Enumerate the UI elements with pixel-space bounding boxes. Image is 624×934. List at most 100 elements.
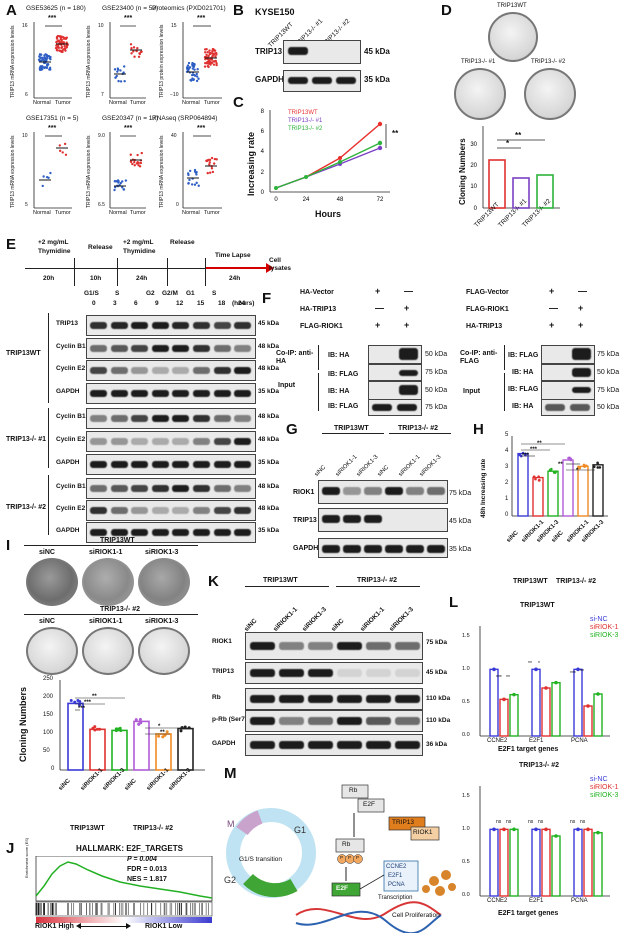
panel-label-k: K	[208, 573, 219, 590]
data-point	[113, 186, 117, 189]
data-point	[48, 66, 52, 69]
svg-text:24: 24	[303, 197, 310, 203]
k-row-label: RIOK1	[212, 638, 232, 645]
timeline-dur-2: 10h	[90, 275, 102, 282]
data-point	[48, 57, 51, 60]
g-row-trip13: TRIP13	[293, 517, 317, 524]
k-band	[337, 669, 362, 677]
i-group-wt-bottom: TRIP13WT	[70, 825, 105, 832]
m-box-rb2: Rb	[342, 841, 351, 848]
l-gene-label: CCNE2	[487, 898, 508, 904]
e-row-kda: 48 kDa	[258, 413, 279, 420]
data-point	[130, 52, 133, 55]
f-left-ib-4: IB: FLAG	[328, 403, 359, 410]
data-point	[596, 466, 600, 469]
e-band	[213, 390, 231, 397]
panel-b-title: KYSE150	[255, 7, 295, 17]
data-point	[95, 727, 99, 731]
plot-a4-ytick: 5	[25, 202, 28, 208]
g-kda-riok1: 75 kDa	[449, 490, 472, 497]
f-left-blot-4	[368, 399, 422, 416]
data-point	[113, 188, 116, 192]
data-point	[129, 43, 133, 46]
f-left-mark: +	[404, 320, 410, 330]
panel-d-ylabel: Cloning Numbers	[458, 138, 467, 205]
bar	[512, 177, 530, 209]
data-point	[55, 46, 58, 50]
e-band	[172, 390, 190, 397]
i-dish-ko-2	[82, 627, 134, 675]
data-point	[119, 729, 123, 733]
bar	[573, 828, 583, 897]
k-band	[395, 741, 420, 749]
arrow-head-icon	[266, 263, 274, 273]
data-point	[93, 725, 97, 729]
f-right-kda-2: 50 kDa	[597, 369, 620, 376]
k-band	[366, 669, 391, 677]
data-point	[55, 37, 59, 40]
data-point	[41, 68, 44, 71]
m-prolif: Cell Proliferation	[392, 912, 440, 919]
timeline-dur-5: 24h	[229, 275, 241, 282]
data-point	[140, 50, 143, 53]
l-sig-label: ns	[580, 819, 586, 825]
plot-a6-xl-normal: Normal	[182, 210, 200, 216]
data-point	[69, 698, 73, 702]
hour-label: 24	[238, 300, 246, 307]
panel-label-h: H	[473, 421, 484, 438]
data-point	[121, 186, 124, 189]
bar	[577, 465, 589, 517]
timeline-dur-1: 20h	[43, 275, 55, 282]
panel-label-l: L	[449, 594, 459, 611]
panel-d-dish-label-ko1: TRIP13-/- #1	[461, 59, 496, 65]
i-dish-wt-2	[82, 558, 134, 606]
phase-s: S	[115, 290, 120, 297]
f-right-blot-3	[541, 381, 595, 400]
e-band	[110, 485, 128, 492]
plot-a1-xl-normal: Normal	[33, 100, 51, 106]
data-point	[113, 180, 117, 183]
i-dish-wt-3	[138, 558, 190, 606]
svg-text:4: 4	[261, 149, 265, 155]
data-point	[64, 49, 67, 52]
phase-g2m: G2/M	[162, 290, 178, 297]
e-band	[110, 322, 128, 329]
l-legend-b3: siRIOK-3	[590, 792, 619, 799]
panel-c-legend-wt: TRIP13WT	[288, 110, 318, 116]
data-point	[180, 726, 184, 730]
phase-g2: G2	[146, 290, 155, 297]
timeline-step-3-top: +2 mg/mL	[123, 239, 154, 246]
data-point	[187, 69, 190, 72]
e-band	[151, 529, 169, 536]
plot-a2-ylabel: TRIP13 mRNA expression levels	[86, 25, 92, 98]
e-band	[110, 507, 128, 514]
f-right-input: Input	[463, 388, 481, 395]
data-point	[187, 173, 190, 177]
data-point	[40, 66, 43, 69]
data-point	[534, 477, 537, 481]
k-band	[337, 695, 362, 703]
data-point	[47, 176, 50, 179]
data-point	[205, 159, 209, 163]
timeline-tick	[74, 258, 75, 286]
h-ytick: 0	[505, 512, 509, 518]
hours-unit: (hours)	[232, 300, 255, 307]
e-band	[151, 322, 169, 329]
e-band	[131, 461, 149, 468]
bar	[547, 470, 559, 517]
g-band	[322, 487, 340, 495]
f-right-coip: Co-IP: anti-FLAG	[460, 350, 498, 366]
data-point	[58, 49, 61, 52]
hour-label: 0	[92, 300, 96, 307]
plot-a5-ylabel: TRIP13 mRNA expression levels	[86, 135, 92, 208]
f-right-blot-1	[541, 345, 595, 364]
data-point	[98, 727, 102, 731]
bar	[489, 828, 499, 897]
k-band	[279, 695, 304, 703]
data-point	[136, 46, 139, 50]
timeline-step-4-top: Release	[170, 239, 195, 246]
e-blot-strip	[86, 383, 256, 404]
f-left-mark: —	[404, 286, 413, 296]
data-point	[47, 55, 51, 58]
panel-label-j: J	[6, 840, 15, 857]
